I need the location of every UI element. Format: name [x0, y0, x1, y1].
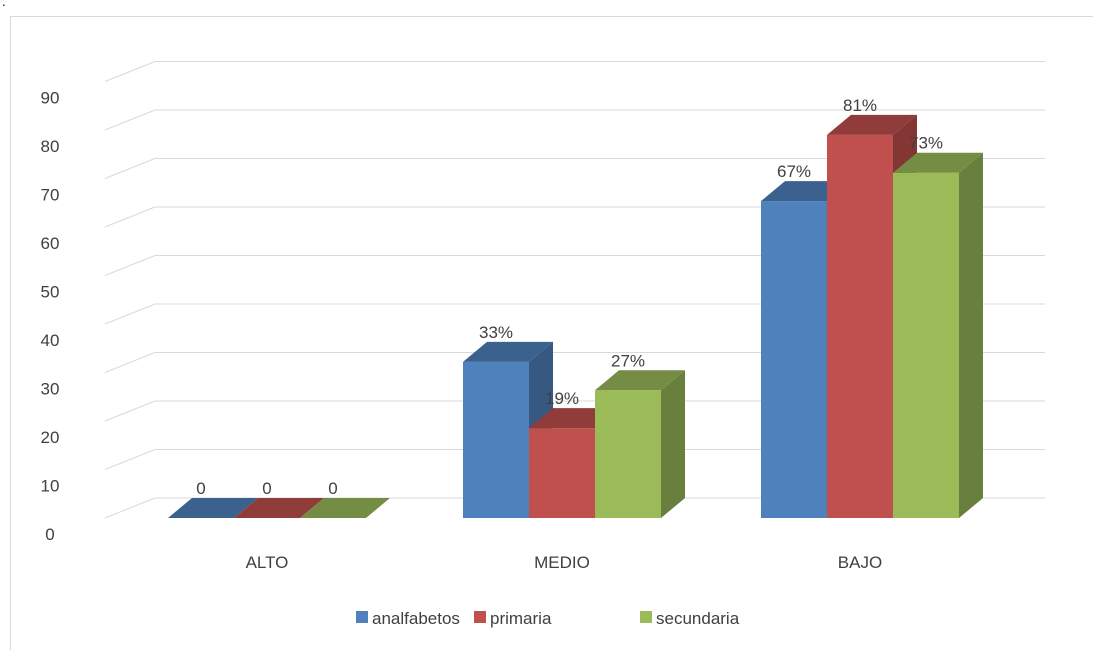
y-tick-label: 80: [41, 137, 60, 156]
gridline-floor-4: [104, 303, 156, 325]
bar-side-secundaria-MEDIO: [661, 370, 685, 518]
legend-swatch-primaria: [474, 611, 486, 623]
gridline-floor-8: [104, 109, 156, 131]
legend-swatch-secundaria: [640, 611, 652, 623]
bar-top-primaria-BAJO: [827, 114, 917, 135]
bar-top-secundaria-ALTO: [300, 498, 390, 518]
y-tick-label: 60: [41, 234, 60, 253]
bar-primaria-BAJO: [827, 134, 893, 518]
y-tick-label: 50: [41, 283, 60, 302]
gridline-floor-3: [104, 352, 156, 373]
bar-top-secundaria-MEDIO: [595, 370, 685, 391]
data-label-analfabetos-MEDIO: 33%: [479, 323, 513, 342]
y-tick-label: 0: [45, 525, 54, 544]
data-label-secundaria-BAJO: 73%: [909, 134, 943, 153]
x-axis-categories: ALTO MEDIO BAJO: [246, 553, 883, 572]
y-tick-label: 10: [41, 477, 60, 496]
data-label-primaria-BAJO: 81%: [843, 96, 877, 115]
data-label-analfabetos-ALTO: 0: [196, 479, 205, 498]
y-tick-label: 30: [41, 380, 60, 399]
bar-analfabetos-BAJO: [761, 201, 827, 518]
legend-label-secundaria: secundaria: [656, 609, 740, 628]
x-category-label: MEDIO: [534, 553, 590, 572]
gridline-floor-2: [104, 400, 156, 422]
data-label-primaria-ALTO: 0: [262, 479, 271, 498]
data-labels: 0 0 0 33% 19% 27% 67% 81% 73%: [196, 96, 943, 498]
gridline-floor-0: [104, 497, 156, 519]
bar-top-primaria-ALTO: [234, 498, 324, 518]
data-label-secundaria-MEDIO: 27%: [611, 351, 645, 370]
data-label-analfabetos-BAJO: 67%: [777, 162, 811, 181]
y-tick-label: 70: [41, 186, 60, 205]
bar-top-analfabetos-MEDIO: [463, 341, 553, 362]
gridline-floor-7: [104, 158, 156, 179]
legend-label-primaria: primaria: [490, 609, 552, 628]
bar-side-secundaria-BAJO: [959, 152, 983, 518]
data-label-primaria-MEDIO: 19%: [545, 389, 579, 408]
y-axis-ticks: 0 10 20 30 40 50 60 70 80 90: [41, 89, 60, 545]
legend-swatch-analfabetos: [356, 611, 368, 623]
bar-primaria-MEDIO: [529, 428, 595, 518]
x-category-label: ALTO: [246, 553, 289, 572]
y-tick-label: 20: [41, 428, 60, 447]
gridline-floor-1: [104, 449, 156, 470]
corner-mark: .: [2, 0, 6, 9]
x-category-label: BAJO: [838, 553, 882, 572]
bar-secundaria-BAJO: [893, 172, 959, 518]
bar-analfabetos-MEDIO: [463, 361, 529, 518]
y-tick-label: 90: [41, 89, 60, 108]
bar-top-analfabetos-ALTO: [168, 498, 258, 518]
chart-frame: [10, 16, 1093, 650]
bar-secundaria-MEDIO: [595, 390, 661, 518]
gridline-floor-6: [104, 206, 156, 228]
bars: [168, 114, 983, 519]
data-label-secundaria-ALTO: 0: [328, 479, 337, 498]
gridline-floor-5: [104, 255, 156, 276]
y-tick-label: 40: [41, 331, 60, 350]
gridline-floor-9: [104, 61, 156, 82]
legend: analfabetos primaria secundaria: [356, 609, 740, 628]
legend-label-analfabetos: analfabetos: [372, 609, 460, 628]
bar-top-secundaria-BAJO: [893, 152, 983, 173]
